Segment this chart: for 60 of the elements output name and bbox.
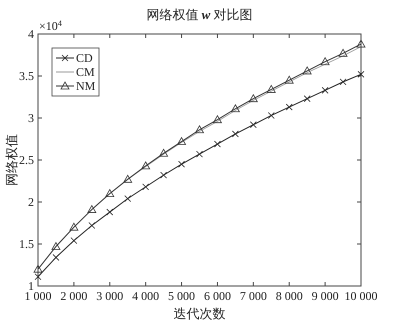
- point: [195, 125, 204, 134]
- point: [322, 86, 329, 94]
- y-tick-label: 3: [28, 111, 34, 125]
- point: [196, 150, 203, 158]
- point: [250, 121, 257, 128]
- point: [159, 148, 168, 157]
- point: [105, 189, 114, 197]
- point: [340, 78, 346, 86]
- point: [248, 94, 258, 102]
- y-tick-label: 3.5: [19, 69, 34, 83]
- point: [142, 183, 150, 190]
- x-tick-label: 4 000: [132, 289, 160, 303]
- point: [230, 104, 240, 112]
- chart-title: 网络权值 w 对比图: [146, 7, 253, 22]
- x-tick-label: 6 000: [204, 289, 231, 303]
- x-tick-label: 8 000: [276, 289, 303, 303]
- point: [304, 95, 311, 102]
- legend-label: NM: [76, 79, 96, 93]
- point: [358, 70, 364, 78]
- point: [34, 273, 42, 280]
- point: [356, 40, 366, 48]
- y-tick-label: 2.5: [19, 153, 34, 167]
- point: [106, 208, 114, 216]
- x-tick-label: 7 000: [240, 289, 267, 303]
- x-tick-label: 10 000: [344, 289, 378, 303]
- point: [87, 205, 96, 213]
- point: [213, 115, 222, 124]
- point: [52, 242, 60, 250]
- legend-label: CM: [76, 65, 96, 79]
- text: ×10$^{4}$: [39, 18, 63, 33]
- point: [88, 222, 96, 229]
- point: [302, 66, 312, 74]
- point: [214, 140, 221, 148]
- point: [123, 174, 132, 183]
- y-tick-label: 4: [28, 27, 34, 41]
- point: [338, 48, 348, 57]
- x-tick-label: 9 000: [312, 289, 339, 303]
- point: [320, 57, 330, 66]
- x-tick-label: 2 000: [60, 289, 88, 303]
- x-tick-label: 3 000: [96, 289, 124, 303]
- y-axis-title: 网络权值: [4, 134, 19, 186]
- legend-label: CD: [76, 51, 94, 65]
- y-tick-label: 1.5: [19, 237, 34, 251]
- x-axis-title: 迭代次数: [174, 306, 226, 321]
- point: [124, 195, 132, 202]
- point: [178, 160, 185, 168]
- point: [177, 137, 186, 145]
- point: [160, 172, 168, 179]
- x-tick-label: 5 000: [168, 289, 196, 303]
- point: [69, 222, 78, 231]
- point: [34, 264, 42, 273]
- point: [286, 104, 293, 110]
- y-tick-label: 2: [28, 195, 34, 209]
- point: [141, 161, 150, 170]
- point: [266, 85, 276, 93]
- point: [52, 254, 60, 261]
- point: [268, 112, 275, 119]
- point: [70, 237, 78, 244]
- point: [284, 76, 294, 84]
- point: [232, 130, 239, 138]
